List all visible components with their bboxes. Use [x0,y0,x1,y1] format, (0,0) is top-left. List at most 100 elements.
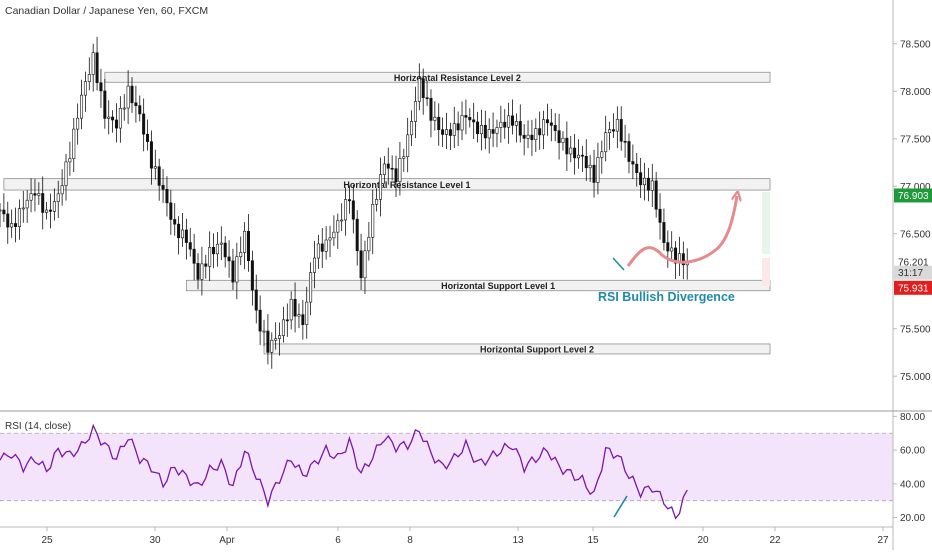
candle-body [316,243,320,259]
candle-body [130,85,134,104]
price-tick-label: 78.500 [900,39,931,50]
candle-body [491,129,495,134]
candle-body [114,119,118,129]
candle-body [526,134,530,139]
position-stop-band [762,258,770,286]
candle-body [258,309,262,332]
price-badge-label: 76.201 [898,258,929,269]
candle-body [21,207,25,210]
divergence-label: RSI Bullish Divergence [598,290,735,304]
candle-body [619,119,623,142]
candle-body [10,223,14,228]
candle-body [417,78,421,102]
candle-body [355,218,359,252]
candle-body [615,119,619,132]
candle-body [561,137,565,143]
candle-body [192,248,196,264]
candle-body [227,256,231,262]
candle-body [514,121,518,126]
candle-body [200,263,204,280]
candle-body [608,129,612,134]
candle-body [80,94,84,119]
candle-body [545,119,549,124]
candle-body [479,124,483,135]
candle-body [231,260,235,283]
candle-body [328,237,332,241]
candle-body [351,200,355,220]
candle-body [611,129,615,132]
candle-body [359,250,363,279]
candle-body [208,246,212,267]
price-tick-label: 76.500 [900,229,931,240]
candle-body [196,263,200,280]
candle-body [347,199,351,202]
candle-body [631,161,635,165]
candle-body [386,163,390,169]
price-divergence-line [612,257,625,271]
candle-body [580,154,584,157]
candle-body [433,116,437,121]
candle-body [312,257,316,273]
candle-body [627,141,631,162]
candle-body [87,74,91,83]
candle-body [83,81,87,96]
candle-body [235,256,239,283]
candle-body [499,121,503,128]
candle-body [48,209,52,212]
candle-body [146,133,150,142]
candle-body [378,174,382,200]
candle-body [243,230,247,253]
candle-body [118,107,122,129]
candle-body [588,164,592,169]
rsi-band [0,433,893,501]
candle-body [340,219,344,222]
candle-body [565,137,569,155]
candle-body [60,185,64,195]
price-badge [894,265,932,280]
candle-body [534,128,538,141]
candle-body [126,85,130,109]
candle-body [188,242,192,250]
candle-body [413,101,417,122]
time-tick-label: 30 [149,535,161,546]
candle-body [14,223,18,227]
candle-body [666,242,670,252]
candle-body [37,193,41,196]
time-tick-label: 22 [769,535,781,546]
candle-body [573,147,577,159]
candle-body [52,201,56,212]
candle-body [103,90,107,119]
price-tick-label: 75.000 [900,372,931,383]
price-badge [894,280,932,295]
candle-body [122,107,126,110]
candle-body [270,339,274,353]
time-tick-label: 20 [697,535,709,546]
candle-body [522,134,526,139]
candle-body [511,115,515,126]
candle-body [29,193,33,201]
candle-body [421,78,425,98]
candle-body [99,82,103,92]
candle-body [138,105,142,115]
candle-body [56,193,60,202]
candle-body [468,117,472,121]
candle-body [68,158,72,163]
price-tick-label: 78.000 [900,87,931,98]
candle-body [650,180,654,191]
candle-body [332,231,336,239]
candle-body [95,52,99,83]
candle-body [596,157,600,183]
candle-body [518,121,522,136]
candle-body [464,115,468,118]
candle-body [250,260,254,291]
candle-body [429,97,433,121]
candle-body [161,185,165,190]
candle-body [41,193,45,213]
candle-body [305,301,309,325]
candle-body [472,119,476,123]
candle-body [503,121,507,128]
candle-body [406,134,410,158]
zone-label: Horizontal Resistance Level 1 [343,180,470,190]
